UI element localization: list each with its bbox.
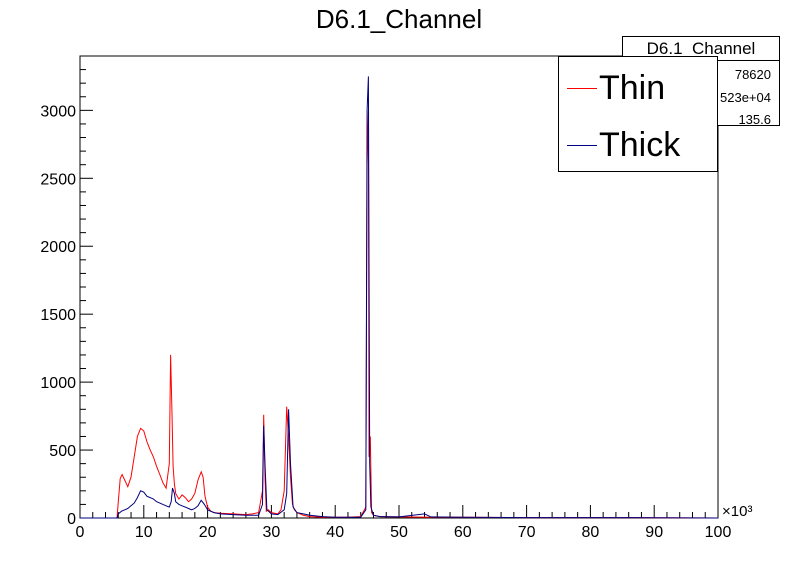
x-tick-label: 50 xyxy=(390,524,408,541)
chart-title: D6.1_Channel xyxy=(315,4,483,34)
series-layer xyxy=(80,76,719,519)
x-tick-label: 90 xyxy=(645,524,663,541)
x-tick-label: 20 xyxy=(199,524,217,541)
y-tick-label: 2000 xyxy=(40,239,76,256)
y-tick-label: 0 xyxy=(67,511,76,528)
axes-group: 0 10 20 30 40 50 60 70 80 90 100050010001500200025… xyxy=(40,55,732,541)
x-multiplier-label: ×10³ xyxy=(722,503,752,520)
x-tick-label: 70 xyxy=(518,524,536,541)
legend-label-thin: Thin xyxy=(599,69,666,107)
y-tick-label: 1000 xyxy=(40,375,76,392)
stats-mean-value: 523e+04 xyxy=(720,90,771,105)
x-tick-label: 60 xyxy=(454,524,472,541)
legend-label-thick: Thick xyxy=(599,126,681,164)
y-tick-label: 500 xyxy=(49,443,76,460)
stats-stddev-value: 135.6 xyxy=(738,112,771,127)
legend-swatch-thick xyxy=(567,145,597,146)
x-tick-label: 100 xyxy=(705,524,732,541)
x-tick-label: 10 xyxy=(135,524,153,541)
legend-swatch-thin xyxy=(567,88,597,89)
series-line-thick xyxy=(80,76,719,519)
x-tick-label: 0 xyxy=(76,524,85,541)
y-tick-label: 2500 xyxy=(40,171,76,188)
legend: Thin Thick xyxy=(558,56,718,172)
y-tick-label: 3000 xyxy=(40,103,76,120)
x-tick-label: 30 xyxy=(263,524,281,541)
x-tick-label: 80 xyxy=(582,524,600,541)
stats-entries-value: 78620 xyxy=(734,67,771,82)
y-tick-label: 1500 xyxy=(40,307,76,324)
x-tick-label: 40 xyxy=(326,524,344,541)
